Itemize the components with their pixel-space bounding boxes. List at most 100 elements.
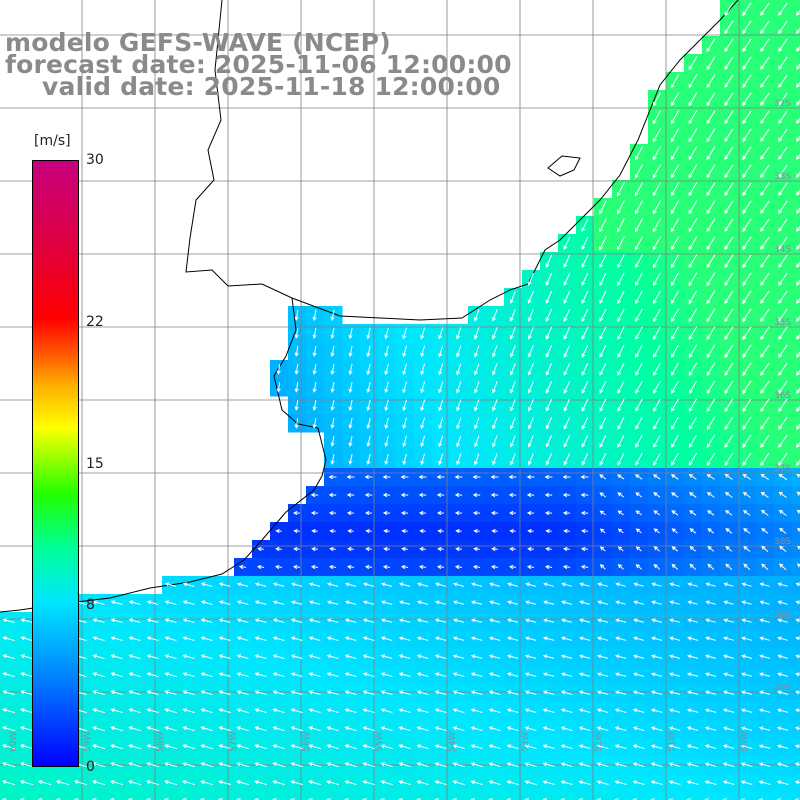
wind-arrow bbox=[723, 600, 734, 605]
wind-arrow bbox=[272, 636, 285, 641]
wind-arrow bbox=[507, 600, 519, 605]
latitude-label: 33S bbox=[774, 172, 792, 182]
wind-arrow bbox=[668, 744, 681, 749]
wind-arrow bbox=[110, 654, 123, 660]
wind-arrow bbox=[146, 618, 159, 623]
wind-arrow bbox=[563, 380, 571, 394]
wind-arrow bbox=[416, 582, 429, 587]
wind-arrow bbox=[416, 762, 429, 768]
wind-arrow bbox=[688, 92, 698, 107]
wind-arrow bbox=[759, 582, 770, 587]
wind-arrow bbox=[596, 762, 609, 767]
wind-arrow bbox=[2, 726, 16, 732]
wind-arrow bbox=[778, 254, 788, 268]
wind-arrow bbox=[578, 672, 591, 677]
wind-arrow bbox=[474, 381, 480, 394]
wind-cell bbox=[540, 792, 559, 800]
wind-arrow bbox=[398, 690, 411, 695]
wind-arrow bbox=[650, 780, 663, 785]
wind-arrow bbox=[688, 344, 698, 359]
wind-cell bbox=[792, 108, 800, 127]
wind-arrow bbox=[272, 762, 285, 768]
wind-arrow bbox=[292, 510, 301, 516]
wind-arrow bbox=[420, 399, 426, 412]
wind-arrow bbox=[742, 362, 752, 377]
wind-arrow bbox=[200, 690, 213, 696]
wind-arrow bbox=[652, 92, 662, 107]
wind-arrow bbox=[794, 708, 800, 713]
wind-arrow bbox=[796, 81, 800, 88]
wind-arrow bbox=[670, 290, 680, 305]
wind-arrow bbox=[688, 473, 697, 480]
wind-arrow bbox=[456, 327, 462, 340]
wind-arrow bbox=[778, 164, 788, 178]
colorbar-tick-label: 0 bbox=[86, 759, 95, 775]
wind-arrow bbox=[724, 2, 734, 17]
wind-arrow bbox=[742, 128, 752, 143]
wind-arrow bbox=[599, 564, 606, 570]
wind-arrow bbox=[596, 708, 609, 713]
wind-arrow bbox=[740, 744, 753, 749]
latitude-label: 39S bbox=[774, 610, 792, 620]
wind-arrow bbox=[400, 564, 409, 570]
wind-cell bbox=[450, 792, 469, 800]
wind-arrow bbox=[796, 225, 800, 232]
wind-arrow bbox=[492, 453, 498, 466]
wind-arrow bbox=[759, 654, 770, 659]
wind-arrow bbox=[218, 654, 231, 659]
wind-arrow bbox=[452, 690, 465, 695]
wind-arrow bbox=[743, 527, 751, 534]
wind-arrow bbox=[670, 182, 680, 197]
wind-arrow bbox=[254, 672, 267, 677]
wind-arrow bbox=[579, 600, 590, 605]
wind-arrow bbox=[688, 110, 698, 125]
wind-arrow bbox=[525, 600, 537, 605]
wind-arrow bbox=[742, 38, 752, 53]
wind-arrow bbox=[796, 405, 800, 412]
wind-arrow bbox=[579, 582, 590, 587]
wind-arrow bbox=[724, 416, 734, 430]
wind-arrow bbox=[312, 327, 317, 340]
wind-arrow bbox=[632, 780, 645, 785]
wind-cell bbox=[576, 792, 595, 800]
wind-arrow bbox=[366, 453, 371, 466]
wind-arrow bbox=[653, 344, 661, 359]
wind-arrow bbox=[491, 345, 498, 358]
wind-arrow bbox=[617, 380, 625, 394]
wind-arrow bbox=[760, 416, 770, 430]
wind-arrow bbox=[635, 254, 643, 269]
wind-arrow bbox=[146, 780, 160, 786]
wind-arrow bbox=[795, 690, 800, 695]
wind-arrow bbox=[652, 182, 662, 197]
wind-arrow bbox=[706, 200, 716, 215]
wind-arrow bbox=[742, 2, 752, 17]
wind-arrow bbox=[635, 380, 643, 394]
wind-arrow bbox=[434, 690, 447, 695]
wind-arrow bbox=[110, 690, 123, 696]
wind-arrow bbox=[778, 326, 788, 340]
wind-arrow bbox=[632, 690, 645, 695]
wind-arrow bbox=[742, 182, 752, 197]
wind-arrow bbox=[760, 380, 770, 394]
wind-arrow bbox=[779, 545, 787, 552]
wind-arrow bbox=[435, 582, 447, 587]
wind-arrow bbox=[398, 726, 411, 731]
wind-arrow bbox=[650, 708, 663, 713]
wind-arrow bbox=[524, 762, 537, 767]
wind-arrow bbox=[777, 636, 788, 641]
wind-arrow bbox=[560, 690, 573, 695]
wind-arrow bbox=[632, 726, 645, 731]
wind-arrow bbox=[308, 726, 321, 732]
wind-cell bbox=[792, 324, 800, 343]
wind-arrow bbox=[742, 509, 751, 516]
wind-arrow bbox=[707, 510, 715, 516]
wind-arrow bbox=[348, 363, 353, 376]
wind-cell bbox=[0, 792, 19, 800]
wind-arrow bbox=[742, 272, 752, 287]
wind-arrow bbox=[399, 582, 411, 587]
wind-arrow bbox=[617, 290, 625, 305]
wind-arrow bbox=[635, 452, 643, 466]
wind-arrow bbox=[635, 236, 643, 251]
wind-arrow bbox=[344, 654, 357, 659]
